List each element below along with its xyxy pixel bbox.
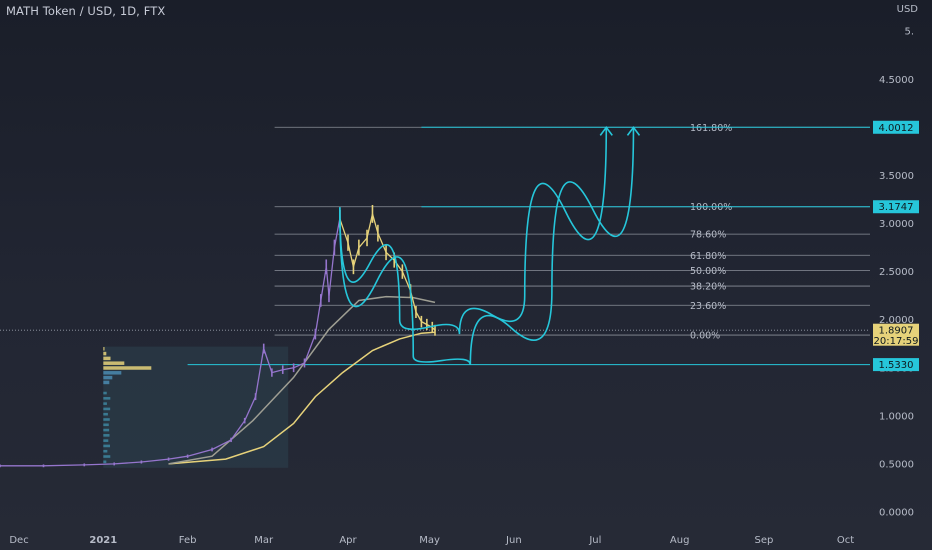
volume-bin [103,391,107,395]
y-axis-tick: 2.5000 [879,267,914,278]
y-axis-tick: 5. [904,27,914,38]
currency-label: USD [896,4,918,15]
fib-level-label: 23.60% [690,301,726,312]
price-series-1 [0,218,341,467]
fib-level-label: 61.80% [690,251,726,262]
price-label-text: 1.5330 [879,360,914,371]
x-axis-tick: Apr [339,535,357,546]
moving-average-1 [168,331,436,465]
x-axis-tick: Feb [179,535,197,546]
fib-level-label: 50.00% [690,266,726,277]
price-label-text: 1.8907 [879,326,914,337]
x-axis-tick: Oct [837,535,854,546]
volume-bin [103,444,111,448]
chart-title: MATH Token / USD, 1D, FTX [6,4,166,18]
fib-level-label: 0.00% [690,331,720,342]
volume-bin [103,428,110,432]
y-axis-tick: 3.5000 [879,171,914,182]
volume-bin [103,423,109,427]
volume-bin [103,380,110,385]
y-axis-tick: 1.0000 [879,411,914,422]
volume-bin [103,418,110,421]
x-axis-tick: Jun [505,535,522,546]
volume-bin [103,439,109,442]
volume-bin [103,397,111,400]
fib-level-label: 38.20% [690,282,726,293]
volume-bin [103,356,111,361]
x-axis-tick: Aug [670,535,690,546]
x-axis-tick: May [419,535,440,546]
volume-bin [103,347,105,351]
x-axis-tick: 2021 [89,535,117,546]
moving-average-2 [168,295,436,465]
volume-bin [103,455,111,458]
y-axis-tick: 0.0000 [879,508,914,519]
x-axis-tick: Dec [9,535,28,546]
volume-bin [103,375,113,380]
y-axis-tick: 0.5000 [879,459,914,470]
price-label-time: 20:17:59 [874,336,919,347]
arc-arrowhead [626,126,641,136]
fib-level-label: 161.80% [690,123,732,134]
price-label [873,200,919,214]
y-axis-tick: 2.0000 [879,315,914,326]
volume-bin [103,366,152,370]
projection-arc-2 [339,127,635,366]
projection-arc-1 [339,127,608,335]
x-axis-tick: Sep [755,535,774,546]
volume-bin [103,449,108,453]
volume-bin [103,361,125,365]
price-label-text: 3.1747 [879,202,914,213]
x-axis-tick: Jul [588,535,601,546]
volume-bin [103,412,108,416]
y-axis-tick: 3.0000 [879,219,914,230]
volume-bin [103,460,107,464]
price-label-text: 4.0012 [879,123,914,134]
arc-arrowhead [599,126,613,136]
x-axis-tick: Mar [254,535,274,546]
fib-level-label: 100.00% [690,202,732,213]
price-label [873,323,919,346]
volume-bin [103,407,111,411]
price-label [873,358,919,372]
price-series-2 [339,213,436,331]
volume-bin [103,434,110,437]
volume-bin [103,402,107,405]
volume-bin [103,371,122,375]
fib-level-label: 78.60% [690,230,726,241]
y-axis-tick: 4.5000 [879,75,914,86]
volume-bin [103,351,107,356]
price-label [873,120,919,134]
